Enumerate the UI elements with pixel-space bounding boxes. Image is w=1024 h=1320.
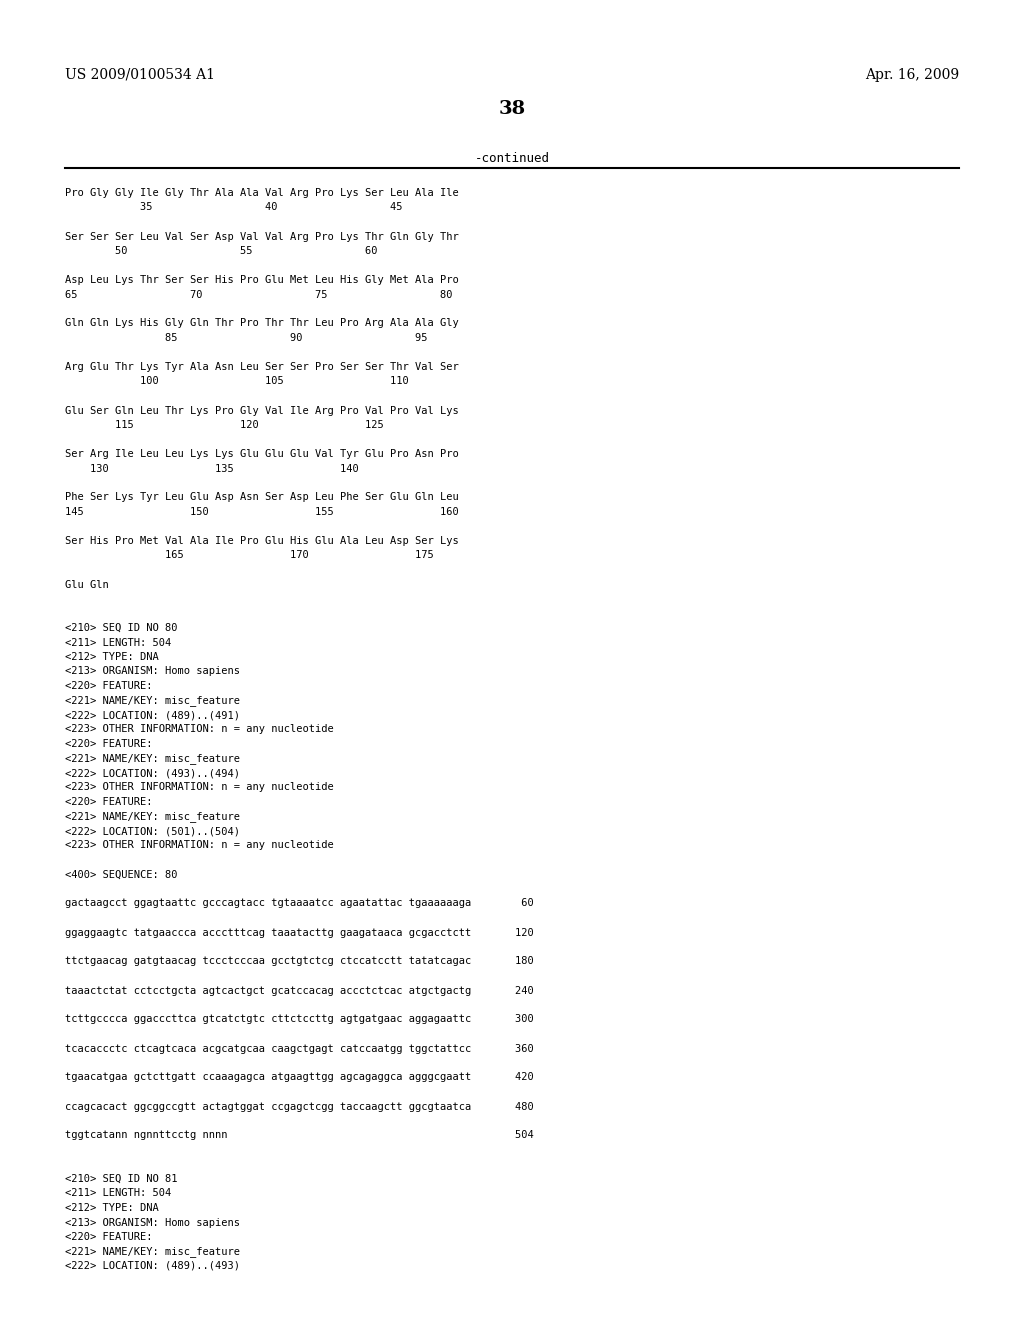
Text: <220> FEATURE:: <220> FEATURE: — [65, 1232, 153, 1242]
Text: Phe Ser Lys Tyr Leu Glu Asp Asn Ser Asp Leu Phe Ser Glu Gln Leu: Phe Ser Lys Tyr Leu Glu Asp Asn Ser Asp … — [65, 492, 459, 503]
Text: <221> NAME/KEY: misc_feature: <221> NAME/KEY: misc_feature — [65, 696, 240, 706]
Text: Glu Gln: Glu Gln — [65, 579, 109, 590]
Text: <212> TYPE: DNA: <212> TYPE: DNA — [65, 1203, 159, 1213]
Text: ccagcacact ggcggccgtt actagtggat ccgagctcgg taccaagctt ggcgtaatca       480: ccagcacact ggcggccgtt actagtggat ccgagct… — [65, 1101, 534, 1111]
Text: 50                  55                  60: 50 55 60 — [65, 246, 378, 256]
Text: ttctgaacag gatgtaacag tccctcccaa gcctgtctcg ctccatcctt tatatcagac       180: ttctgaacag gatgtaacag tccctcccaa gcctgtc… — [65, 957, 534, 966]
Text: tgaacatgaa gctcttgatt ccaaagagca atgaagttgg agcagaggca agggcgaatt       420: tgaacatgaa gctcttgatt ccaaagagca atgaagt… — [65, 1072, 534, 1082]
Text: Ser His Pro Met Val Ala Ile Pro Glu His Glu Ala Leu Asp Ser Lys: Ser His Pro Met Val Ala Ile Pro Glu His … — [65, 536, 459, 546]
Text: 165                 170                 175: 165 170 175 — [65, 550, 434, 561]
Text: <210> SEQ ID NO 80: <210> SEQ ID NO 80 — [65, 623, 177, 634]
Text: <211> LENGTH: 504: <211> LENGTH: 504 — [65, 638, 171, 648]
Text: <220> FEATURE:: <220> FEATURE: — [65, 681, 153, 690]
Text: tggtcatann ngnnttcctg nnnn                                              504: tggtcatann ngnnttcctg nnnn 504 — [65, 1130, 534, 1140]
Text: 85                  90                  95: 85 90 95 — [65, 333, 427, 343]
Text: <221> NAME/KEY: misc_feature: <221> NAME/KEY: misc_feature — [65, 754, 240, 764]
Text: tcacaccctc ctcagtcaca acgcatgcaa caagctgagt catccaatgg tggctattcc       360: tcacaccctc ctcagtcaca acgcatgcaa caagctg… — [65, 1044, 534, 1053]
Text: <211> LENGTH: 504: <211> LENGTH: 504 — [65, 1188, 171, 1199]
Text: <400> SEQUENCE: 80: <400> SEQUENCE: 80 — [65, 870, 177, 879]
Text: <213> ORGANISM: Homo sapiens: <213> ORGANISM: Homo sapiens — [65, 667, 240, 676]
Text: 65                  70                  75                  80: 65 70 75 80 — [65, 289, 453, 300]
Text: Ser Ser Ser Leu Val Ser Asp Val Val Arg Pro Lys Thr Gln Gly Thr: Ser Ser Ser Leu Val Ser Asp Val Val Arg … — [65, 231, 459, 242]
Text: <222> LOCATION: (489)..(491): <222> LOCATION: (489)..(491) — [65, 710, 240, 719]
Text: <212> TYPE: DNA: <212> TYPE: DNA — [65, 652, 159, 663]
Text: 100                 105                 110: 100 105 110 — [65, 376, 409, 387]
Text: 38: 38 — [499, 100, 525, 117]
Text: 115                 120                 125: 115 120 125 — [65, 420, 384, 430]
Text: <220> FEATURE:: <220> FEATURE: — [65, 739, 153, 748]
Text: Pro Gly Gly Ile Gly Thr Ala Ala Val Arg Pro Lys Ser Leu Ala Ile: Pro Gly Gly Ile Gly Thr Ala Ala Val Arg … — [65, 187, 459, 198]
Text: -continued: -continued — [474, 152, 550, 165]
Text: 130                 135                 140: 130 135 140 — [65, 463, 358, 474]
Text: <223> OTHER INFORMATION: n = any nucleotide: <223> OTHER INFORMATION: n = any nucleot… — [65, 783, 334, 792]
Text: <222> LOCATION: (489)..(493): <222> LOCATION: (489)..(493) — [65, 1261, 240, 1271]
Text: Arg Glu Thr Lys Tyr Ala Asn Leu Ser Ser Pro Ser Ser Thr Val Ser: Arg Glu Thr Lys Tyr Ala Asn Leu Ser Ser … — [65, 362, 459, 372]
Text: Ser Arg Ile Leu Leu Lys Lys Glu Glu Glu Val Tyr Glu Pro Asn Pro: Ser Arg Ile Leu Leu Lys Lys Glu Glu Glu … — [65, 449, 459, 459]
Text: 35                  40                  45: 35 40 45 — [65, 202, 402, 213]
Text: <222> LOCATION: (493)..(494): <222> LOCATION: (493)..(494) — [65, 768, 240, 777]
Text: <223> OTHER INFORMATION: n = any nucleotide: <223> OTHER INFORMATION: n = any nucleot… — [65, 725, 334, 734]
Text: <221> NAME/KEY: misc_feature: <221> NAME/KEY: misc_feature — [65, 1246, 240, 1258]
Text: Apr. 16, 2009: Apr. 16, 2009 — [865, 69, 959, 82]
Text: gactaagcct ggagtaattc gcccagtacc tgtaaaatcc agaatattac tgaaaaaaga        60: gactaagcct ggagtaattc gcccagtacc tgtaaaa… — [65, 899, 534, 908]
Text: 145                 150                 155                 160: 145 150 155 160 — [65, 507, 459, 517]
Text: <222> LOCATION: (501)..(504): <222> LOCATION: (501)..(504) — [65, 826, 240, 836]
Text: <223> OTHER INFORMATION: n = any nucleotide: <223> OTHER INFORMATION: n = any nucleot… — [65, 841, 334, 850]
Text: ggaggaagtc tatgaaccca accctttcag taaatacttg gaagataaca gcgacctctt       120: ggaggaagtc tatgaaccca accctttcag taaatac… — [65, 928, 534, 937]
Text: <213> ORGANISM: Homo sapiens: <213> ORGANISM: Homo sapiens — [65, 1217, 240, 1228]
Text: taaactctat cctcctgcta agtcactgct gcatccacag accctctcac atgctgactg       240: taaactctat cctcctgcta agtcactgct gcatcca… — [65, 986, 534, 995]
Text: Glu Ser Gln Leu Thr Lys Pro Gly Val Ile Arg Pro Val Pro Val Lys: Glu Ser Gln Leu Thr Lys Pro Gly Val Ile … — [65, 405, 459, 416]
Text: <210> SEQ ID NO 81: <210> SEQ ID NO 81 — [65, 1173, 177, 1184]
Text: <220> FEATURE:: <220> FEATURE: — [65, 797, 153, 807]
Text: US 2009/0100534 A1: US 2009/0100534 A1 — [65, 69, 215, 82]
Text: Gln Gln Lys His Gly Gln Thr Pro Thr Thr Leu Pro Arg Ala Ala Gly: Gln Gln Lys His Gly Gln Thr Pro Thr Thr … — [65, 318, 459, 329]
Text: Asp Leu Lys Thr Ser Ser His Pro Glu Met Leu His Gly Met Ala Pro: Asp Leu Lys Thr Ser Ser His Pro Glu Met … — [65, 275, 459, 285]
Text: <221> NAME/KEY: misc_feature: <221> NAME/KEY: misc_feature — [65, 812, 240, 822]
Text: tcttgcccca ggacccttca gtcatctgtc cttctccttg agtgatgaac aggagaattc       300: tcttgcccca ggacccttca gtcatctgtc cttctcc… — [65, 1015, 534, 1024]
